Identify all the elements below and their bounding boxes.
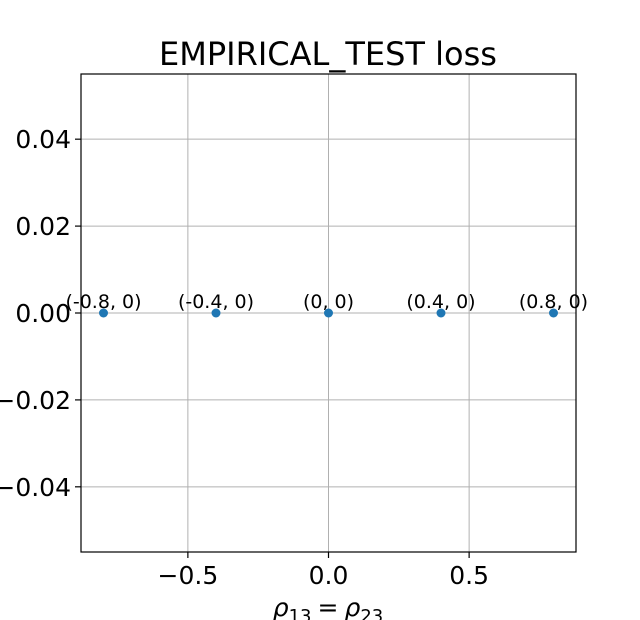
x-tick-label: 0.0 <box>309 561 349 590</box>
x-tick-label: 0.5 <box>449 561 489 590</box>
y-tick-label: 0.04 <box>15 125 71 154</box>
data-point <box>436 308 446 318</box>
x-axis-label: ρ13 = ρ23 <box>273 593 384 620</box>
data-point <box>99 308 108 318</box>
data-point <box>324 308 333 318</box>
x-axis-label-eq: = <box>318 593 339 620</box>
x-axis-label-rho-2: ρ <box>344 593 360 620</box>
ticks-layer: −0.5 0.0 0.5 −0.04 −0.02 0.00 0.02 0.04 <box>0 125 489 590</box>
data-point <box>549 308 558 318</box>
chart-title: EMPIRICAL_TEST loss <box>159 35 497 73</box>
y-tick-label: 0.02 <box>15 212 71 241</box>
x-axis-label-sub-2: 23 <box>360 606 383 620</box>
y-tick-label: −0.02 <box>0 386 71 415</box>
data-point-label: (0.4, 0) <box>406 291 475 313</box>
x-axis-label-sub-1: 13 <box>289 606 312 620</box>
points-layer: (-0.8, 0) (-0.4, 0) (0, 0) (0.4, 0) (0.8, 0) <box>65 291 588 318</box>
plot-frame <box>80 73 577 553</box>
x-axis-label-rho-1: ρ <box>273 593 289 620</box>
data-point-label: (-0.8, 0) <box>65 291 141 313</box>
data-point <box>211 308 221 318</box>
y-tick-label: 0.00 <box>15 299 71 328</box>
x-tick-label: −0.5 <box>158 561 219 590</box>
y-tick-label: −0.04 <box>0 473 71 502</box>
data-point-label: (-0.4, 0) <box>178 291 254 313</box>
data-point-label: (0.8, 0) <box>519 291 588 313</box>
data-point-label: (0, 0) <box>303 291 354 313</box>
